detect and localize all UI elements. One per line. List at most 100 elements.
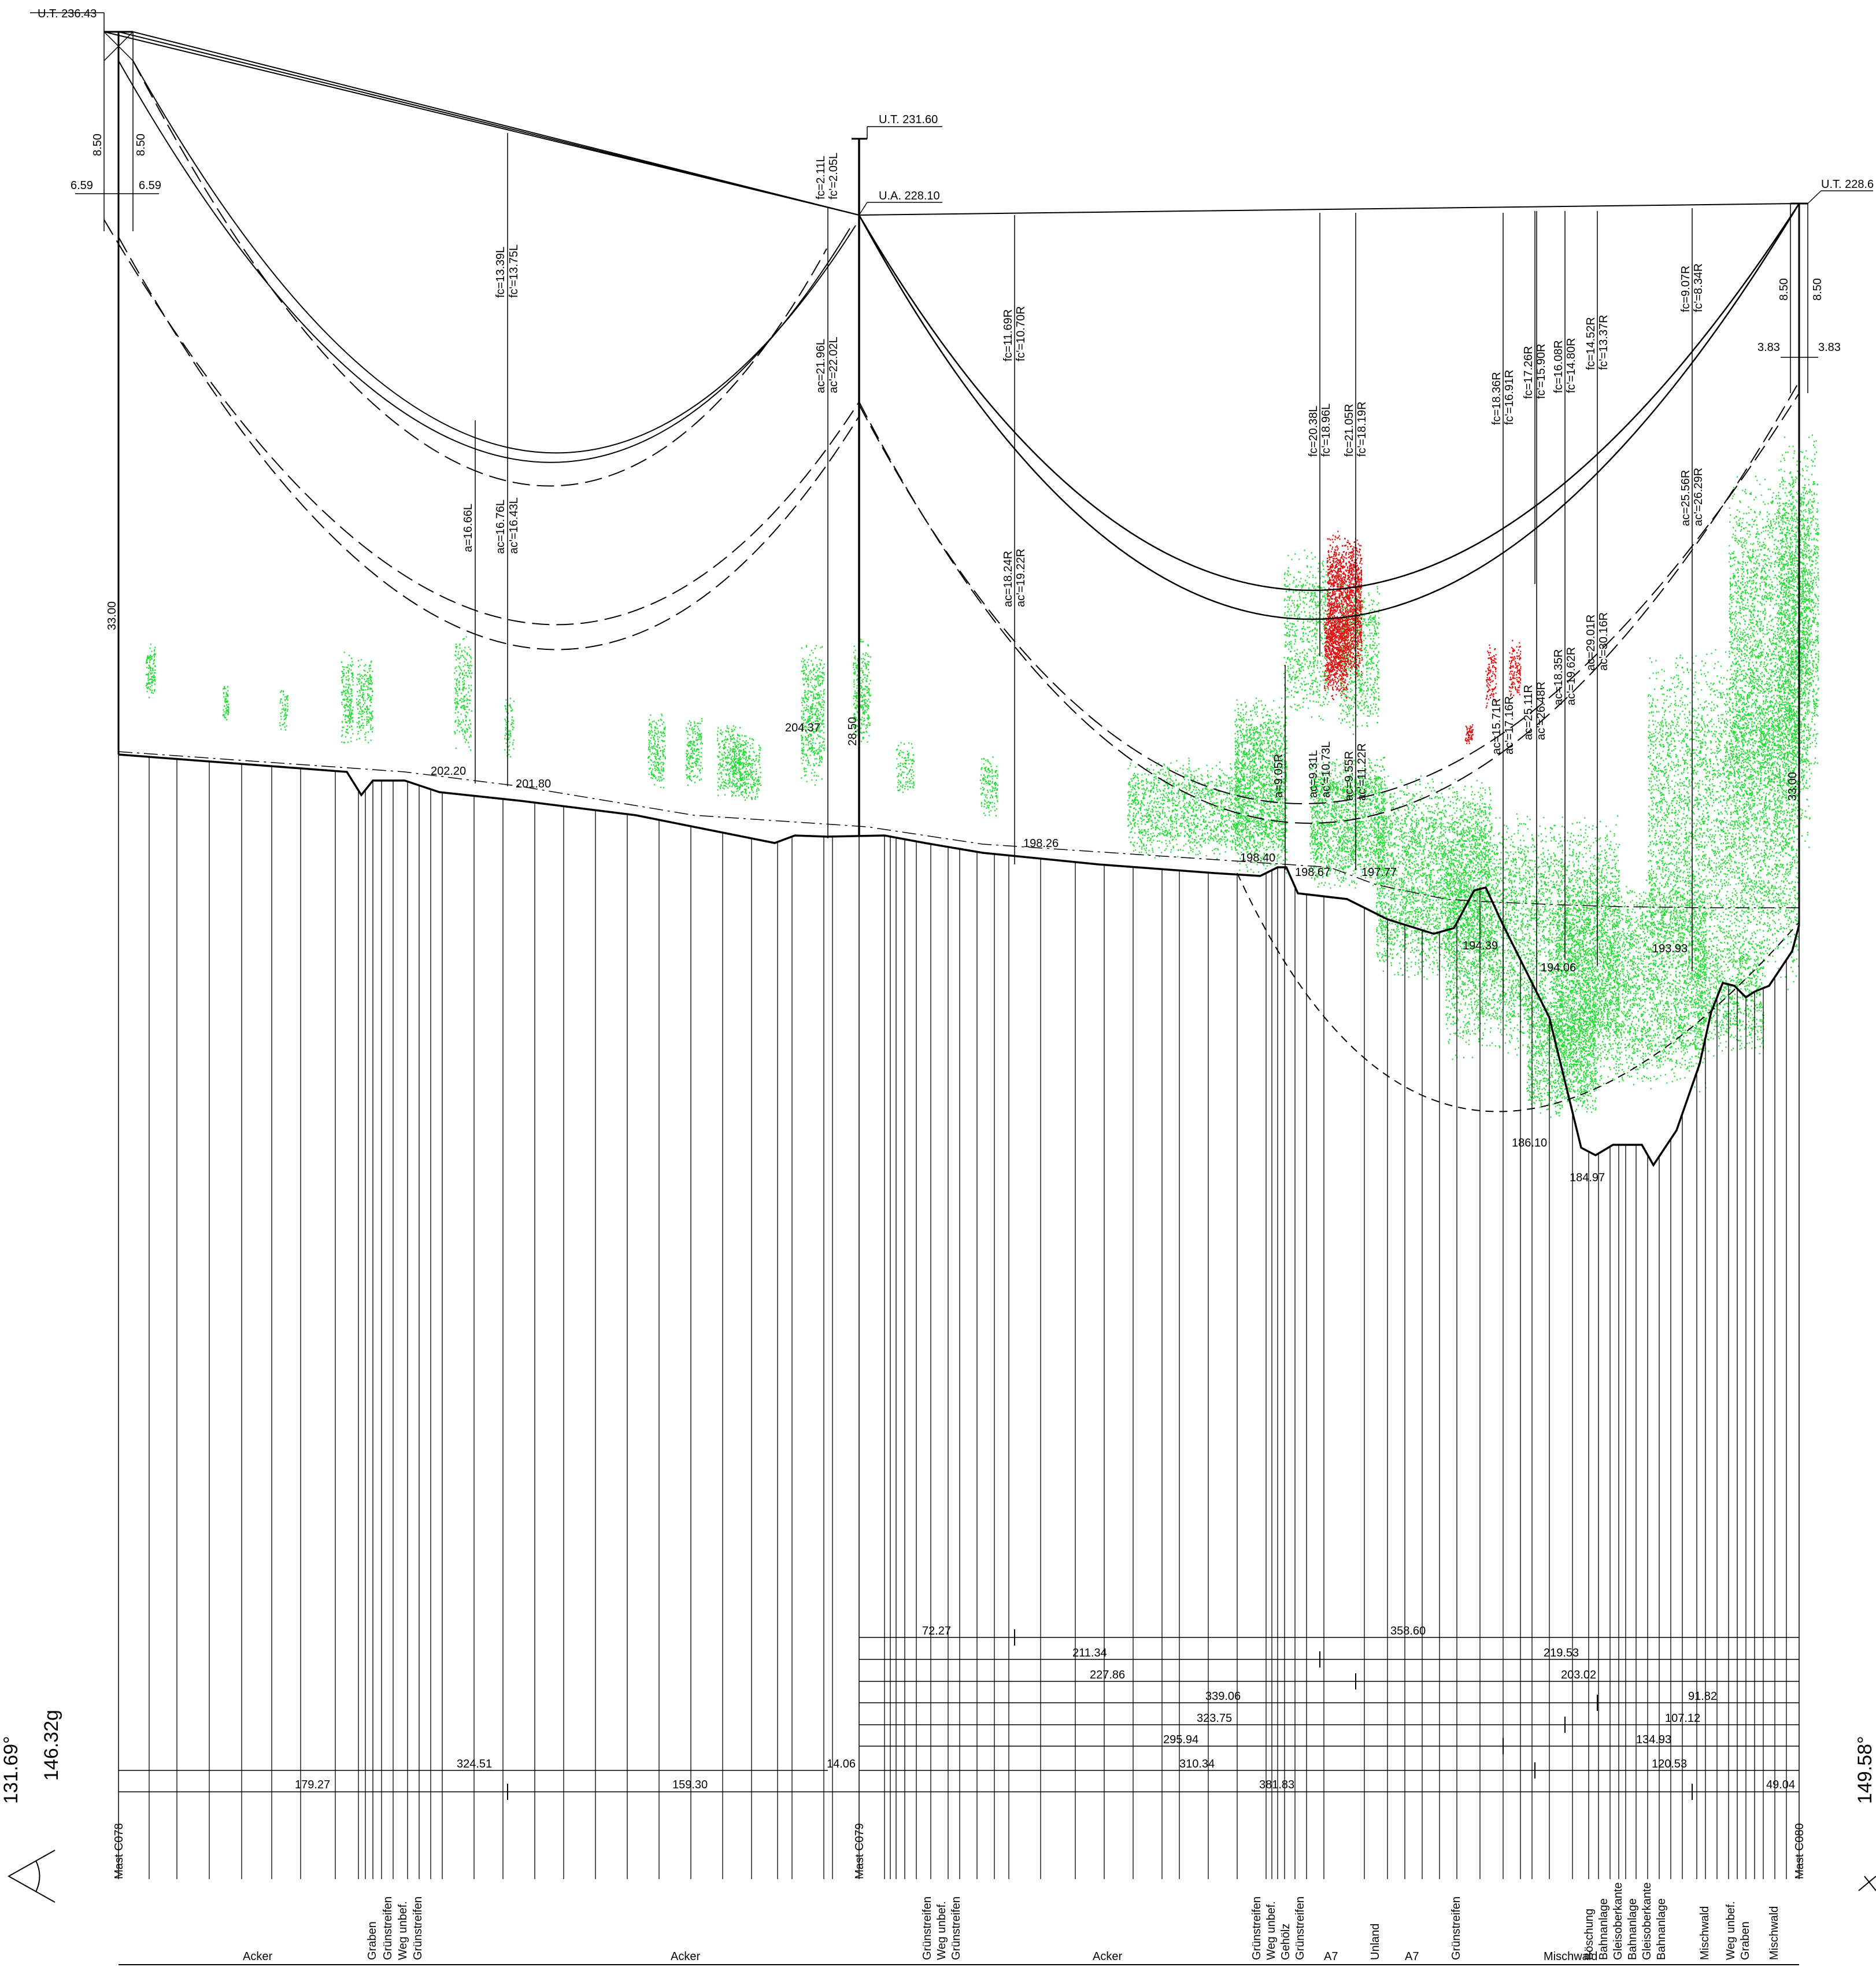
c080-height: 33.00 bbox=[1786, 772, 1799, 801]
elev-5: 198.67 bbox=[1295, 866, 1330, 879]
land-use-label: Weg unbef. bbox=[397, 1901, 409, 1960]
elev-4: 198.40 bbox=[1240, 852, 1275, 864]
c080-w1: 3.83 bbox=[1757, 341, 1780, 354]
c079-height: 28.50 bbox=[846, 717, 859, 746]
clearance-arrows bbox=[475, 133, 1693, 994]
land-use-label: Grünstreifen bbox=[950, 1896, 963, 1960]
elev-6: 197.77 bbox=[1361, 866, 1397, 879]
span2-label-6: fc=21.05R bbox=[1343, 404, 1356, 457]
c080-h1: 8.50 bbox=[1778, 278, 1790, 301]
span2-label-21: fc=16.08R bbox=[1552, 340, 1565, 393]
span2-label-23: ac=18.35R bbox=[1552, 649, 1565, 705]
vegetation-point-cloud bbox=[146, 434, 1819, 1118]
vegetation-cluster bbox=[1694, 933, 1764, 1057]
span2-label-8: a=9.05R bbox=[1272, 754, 1285, 798]
mast-label-c080: Mast C080 bbox=[1793, 1823, 1806, 1879]
vegetation-cluster bbox=[801, 645, 825, 786]
land-use-label: Bahnanlage bbox=[1655, 1898, 1668, 1960]
c078-w2: 6.59 bbox=[139, 179, 161, 192]
vegetation-cluster bbox=[647, 713, 666, 789]
span2-label-4: fc=20.38L bbox=[1307, 406, 1320, 457]
span1-label-2: a=16.66L bbox=[462, 504, 475, 552]
vegetation-cluster bbox=[1234, 697, 1287, 874]
angle-symbol-right bbox=[1858, 1876, 1876, 1891]
span2-label-32: ac'=26.29R bbox=[1692, 468, 1705, 526]
land-use-label: Mischwald bbox=[1544, 1950, 1597, 1963]
span2-label-18: fc'=15.90R bbox=[1535, 343, 1548, 399]
span2-label-25: fc=14.52R bbox=[1585, 317, 1597, 370]
vegetation-cluster bbox=[1729, 474, 1811, 859]
vegetation-cluster bbox=[853, 638, 871, 743]
vegetation-cluster bbox=[146, 644, 156, 698]
span2-label-28: ac'=30.16R bbox=[1597, 612, 1610, 671]
dist-s2-4: 227.86 bbox=[1090, 1669, 1125, 1681]
elev-0: 202.20 bbox=[431, 765, 466, 778]
c078-w1: 6.59 bbox=[71, 179, 93, 192]
elev-3: 198.26 bbox=[1023, 837, 1059, 850]
tower-c080 bbox=[1781, 190, 1873, 925]
span2-label-10: ac'=10.73L bbox=[1320, 741, 1333, 798]
mast-label-c078: Mast C078 bbox=[113, 1823, 125, 1879]
elev-8: 194.06 bbox=[1541, 962, 1576, 974]
clearance-violation-cluster bbox=[1464, 724, 1474, 744]
dist-s1-0: 324.51 bbox=[457, 1758, 492, 1770]
vegetation-cluster bbox=[504, 697, 515, 758]
land-use-label: Bahnanlage bbox=[1597, 1898, 1610, 1960]
ut-c078: U.T. 236.43 bbox=[38, 8, 97, 20]
land-use-label: Acker bbox=[671, 1950, 700, 1963]
land-use-label: Graben bbox=[366, 1921, 379, 1960]
span2-label-5: fc'=18.96L bbox=[1320, 404, 1333, 457]
dist-s2-10: 295.94 bbox=[1163, 1733, 1198, 1746]
vegetation-cluster bbox=[223, 686, 230, 720]
span2-label-27: ac=29.01R bbox=[1585, 615, 1597, 671]
span2-label-2: ac=18.24R bbox=[1002, 551, 1015, 607]
vegetation-cluster bbox=[1127, 757, 1244, 860]
dist-s2-12: 310.34 bbox=[1179, 1758, 1215, 1770]
land-use-label: A7 bbox=[1324, 1950, 1338, 1963]
span2-label-14: fc'=16.91R bbox=[1503, 369, 1516, 425]
span2-label-0: fc=11.69R bbox=[1002, 309, 1015, 361]
dist-s2-1: 358.60 bbox=[1390, 1625, 1426, 1637]
span2-label-7: fc'=18.19R bbox=[1356, 401, 1368, 457]
span2-label-22: fc'=14.80R bbox=[1565, 338, 1578, 393]
dist-s2-13: 120.53 bbox=[1652, 1758, 1687, 1770]
land-use-label: Gleisoberkante bbox=[1641, 1882, 1653, 1960]
angle-right: 149.58° bbox=[1854, 1736, 1876, 1804]
dist-s1-1: 179.27 bbox=[295, 1779, 330, 1791]
land-use-label: Mischwald bbox=[1699, 1906, 1711, 1960]
elev-10: 186.10 bbox=[1512, 1137, 1547, 1149]
tower-c078 bbox=[30, 12, 159, 755]
dist-s2-6: 339.06 bbox=[1205, 1690, 1241, 1703]
clearance-violation-cluster bbox=[1509, 639, 1522, 697]
span2-label-12: ac'=11.22R bbox=[1356, 743, 1368, 801]
ua-c079: U.A. 228.10 bbox=[879, 190, 940, 202]
land-use-label: Unland bbox=[1369, 1924, 1382, 1960]
span2-label-3: ac'=19.22R bbox=[1015, 549, 1027, 607]
dist-s2-11: 134.93 bbox=[1636, 1733, 1671, 1746]
vegetation-cluster bbox=[279, 690, 288, 731]
vegetation-cluster bbox=[896, 742, 915, 793]
span2-label-1: fc'=10.70R bbox=[1015, 306, 1027, 361]
span1-label-3: ac=16.76L bbox=[494, 500, 507, 554]
elev-9: 193.93 bbox=[1652, 942, 1688, 955]
land-use-label: Grünstreifen bbox=[1250, 1896, 1263, 1960]
dist-s2-9: 107.12 bbox=[1665, 1712, 1700, 1725]
land-use-label: Böschung bbox=[1583, 1909, 1596, 1960]
vegetation-cluster bbox=[1283, 549, 1331, 721]
angle-left-2: 146.32g bbox=[40, 1710, 62, 1781]
land-use-label: Gehölz bbox=[1279, 1924, 1292, 1960]
labels: U.T. 236.43 U.T. 231.60 U.A. 228.10 U.T.… bbox=[0, 8, 1876, 1879]
land-use-label: Grünstreifen bbox=[382, 1896, 394, 1960]
dist-s2-2: 211.34 bbox=[1072, 1647, 1107, 1659]
dist-s2-15: 49.04 bbox=[1766, 1779, 1795, 1791]
vegetation-cluster bbox=[356, 659, 373, 744]
span1-label-4: ac'=16.43L bbox=[508, 497, 520, 554]
c078-h1: 8.50 bbox=[91, 134, 104, 156]
elev-7: 194.39 bbox=[1463, 940, 1498, 952]
span1-label-0: fc=13.39L bbox=[494, 247, 507, 298]
vegetation-cluster bbox=[686, 718, 703, 786]
vegetation-cluster bbox=[454, 636, 472, 751]
span2-label-17: fc=17.26R bbox=[1522, 346, 1535, 399]
c078-height: 33.00 bbox=[106, 601, 119, 630]
